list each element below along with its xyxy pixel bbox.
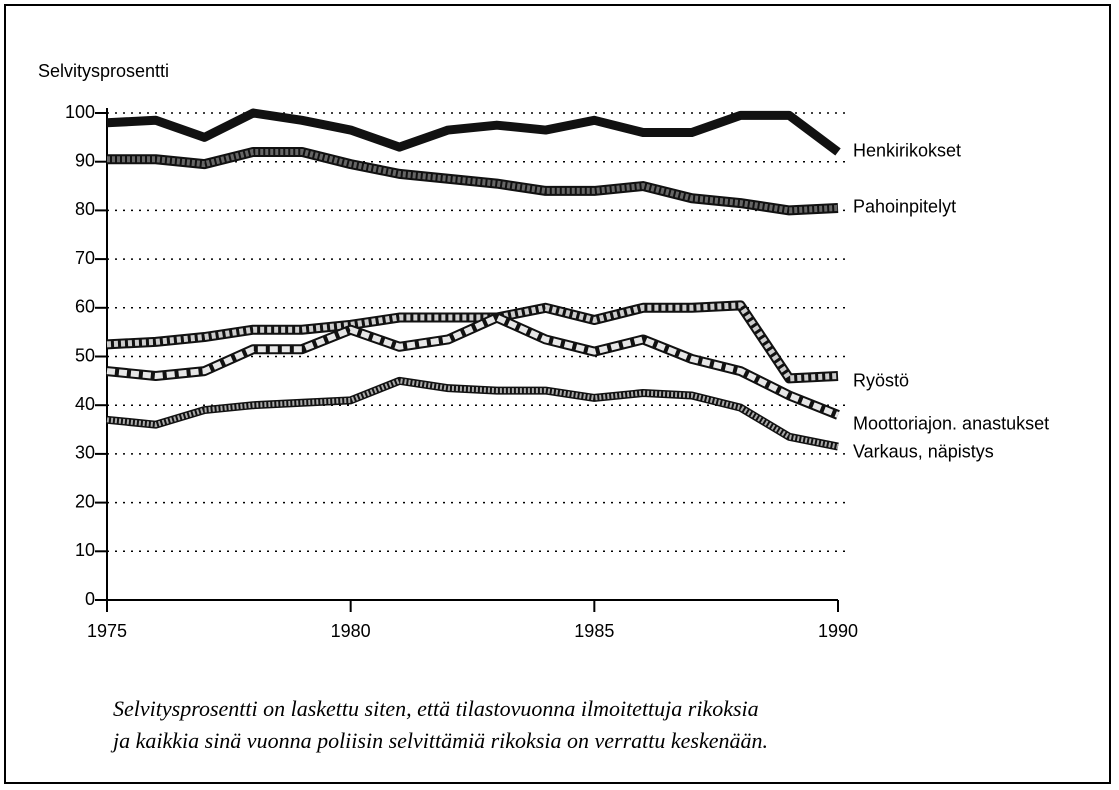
- series-label: Henkirikokset: [853, 141, 961, 161]
- x-tick-label: 1985: [574, 621, 614, 641]
- note: Selvitysprosentti on laskettu siten, ett…: [113, 696, 759, 721]
- x-tick-label: 1975: [87, 621, 127, 641]
- series-label: Pahoinpitelyt: [853, 197, 956, 217]
- note: ja kaikkia sinä vuonna poliisin selvittä…: [110, 728, 768, 753]
- y-tick-label: 10: [75, 540, 95, 560]
- series-line: [106, 302, 839, 382]
- x-tick-label: 1990: [818, 621, 858, 641]
- series-line: [107, 148, 839, 214]
- x-tick-label: 1980: [331, 621, 371, 641]
- y-tick-label: 100: [65, 102, 95, 122]
- y-tick-label: 90: [75, 150, 95, 170]
- y-tick-label: 50: [75, 345, 95, 365]
- series-label: Varkaus, näpistys: [853, 441, 994, 461]
- series-label: Ryöstö: [853, 371, 909, 391]
- series-line: [106, 314, 840, 418]
- y-tick-label: 30: [75, 443, 95, 463]
- series-label: Moottoriajon. anastukset: [853, 414, 1049, 434]
- y-tick-label: 80: [75, 199, 95, 219]
- y-tick-label: 20: [75, 491, 95, 511]
- y-tick-label: 40: [75, 394, 95, 414]
- series-line: [106, 108, 841, 156]
- series-line: [106, 378, 839, 450]
- frame: [4, 4, 1111, 784]
- y-tick-label: 0: [85, 589, 95, 609]
- y-tick-label: 70: [75, 248, 95, 268]
- y-tick-label: 60: [75, 297, 95, 317]
- y-axis-label: Selvitysprosentti: [38, 61, 169, 81]
